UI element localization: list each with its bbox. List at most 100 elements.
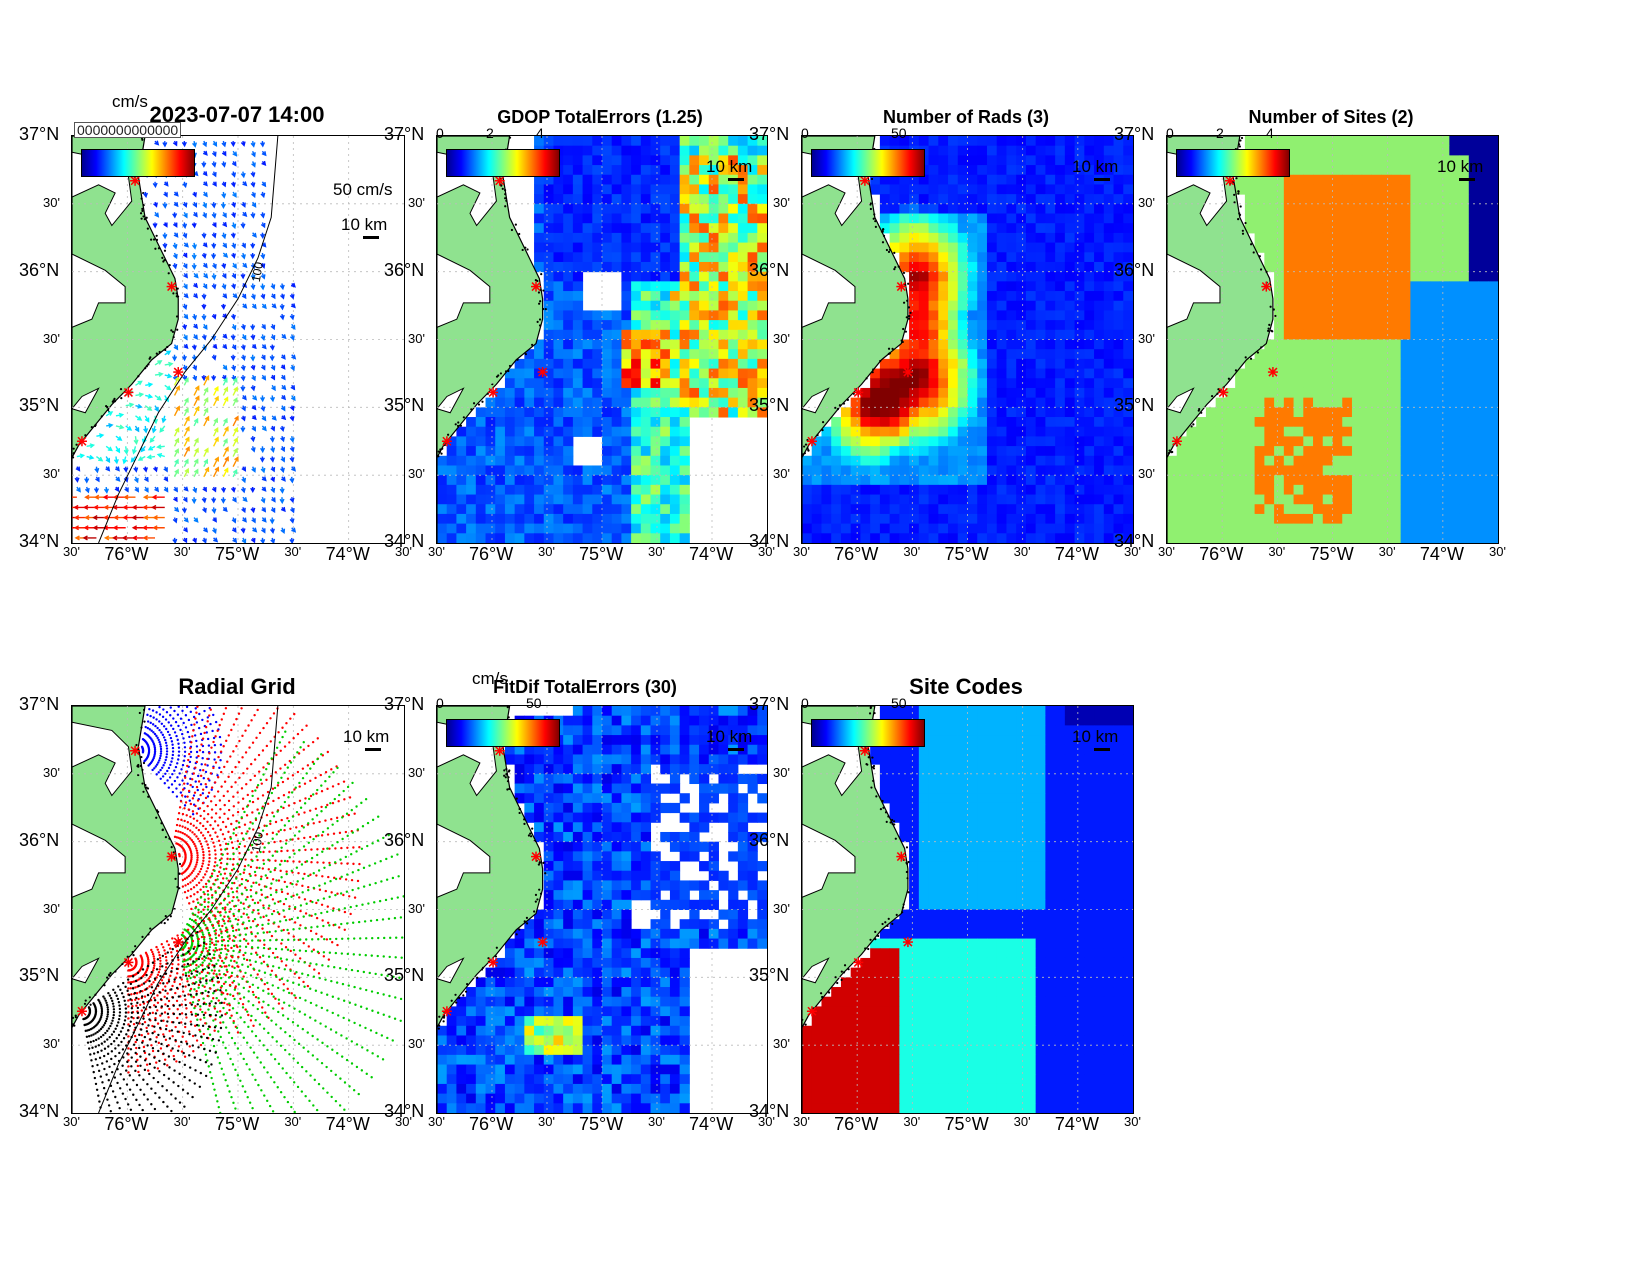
radar-site-marker bbox=[806, 1006, 817, 1017]
scale-bar bbox=[363, 236, 379, 239]
longitude-label: 75°W bbox=[215, 1114, 260, 1134]
latitude-label: 30' bbox=[773, 764, 790, 780]
latitude-label: 36°N bbox=[384, 829, 425, 850]
sound-water bbox=[802, 823, 856, 898]
scale-bar-label: 10 km bbox=[706, 727, 753, 746]
map-frame: 100 bbox=[71, 705, 405, 1114]
radar-site-marker bbox=[130, 745, 141, 756]
scale-bar-label: 10 km bbox=[341, 215, 388, 234]
longitude-label: 30' bbox=[903, 1114, 921, 1129]
map-canvas bbox=[437, 706, 767, 1113]
latitude-label: 34°N bbox=[19, 531, 60, 551]
panel-title: Number of Sites (2) bbox=[1248, 107, 1414, 127]
graticule bbox=[802, 706, 1133, 1113]
latitude-label: 30' bbox=[773, 900, 790, 916]
map-canvas bbox=[437, 136, 767, 543]
data-field bbox=[437, 706, 767, 1113]
radar-site-marker bbox=[494, 175, 505, 186]
radar-site-marker bbox=[488, 957, 499, 968]
sound-water bbox=[72, 823, 126, 898]
latitude-label: 30' bbox=[43, 764, 60, 780]
colorbar-tick-label: 0 bbox=[436, 125, 444, 141]
sound-water bbox=[72, 957, 100, 984]
radar-site-marker bbox=[76, 436, 87, 447]
latitude-label: 30' bbox=[43, 1036, 60, 1052]
colorbar-tick-label: 4 bbox=[1266, 125, 1274, 141]
latitude-label: 34°N bbox=[19, 1101, 60, 1121]
longitude-label: 76°W bbox=[104, 1114, 149, 1134]
radar-site-marker bbox=[1224, 175, 1235, 186]
data-field bbox=[1167, 136, 1498, 543]
radar-site-marker bbox=[1261, 281, 1272, 292]
panel-title: Site Codes bbox=[909, 674, 1023, 699]
radar-site-marker bbox=[1267, 367, 1278, 378]
latitude-label: 30' bbox=[773, 466, 790, 482]
longitude-label: 74°W bbox=[1054, 1114, 1100, 1134]
radar-site-marker bbox=[853, 957, 864, 968]
sound-water bbox=[802, 957, 830, 984]
colorbar-tick-label: 50 bbox=[891, 695, 907, 711]
colorbar bbox=[446, 149, 560, 177]
map-frame bbox=[801, 705, 1134, 1114]
latitude-label: 37°N bbox=[749, 124, 790, 144]
latitude-label: 34°N bbox=[384, 1101, 425, 1121]
panel-title: Number of Rads (3) bbox=[882, 107, 1050, 127]
data-field bbox=[437, 136, 767, 543]
longitude-label: 30' bbox=[758, 544, 775, 559]
radar-site-marker bbox=[488, 387, 499, 398]
longitude-label: 76°W bbox=[834, 1114, 879, 1134]
radar-site-marker bbox=[859, 175, 870, 186]
longitude-label: 30' bbox=[1489, 544, 1506, 559]
latitude-label: 30' bbox=[408, 764, 425, 780]
scale-bar-label: 10 km bbox=[1072, 727, 1119, 746]
units-label: cm/s bbox=[112, 92, 148, 111]
longitude-label: 75°W bbox=[944, 544, 989, 564]
latitude-label: 36°N bbox=[19, 829, 60, 850]
colorbar-tick-label: 50 bbox=[526, 695, 542, 711]
colorbar bbox=[446, 719, 560, 747]
longitude-label: 76°W bbox=[1199, 544, 1244, 564]
map-frame bbox=[436, 705, 768, 1114]
radar-site-marker bbox=[130, 175, 141, 186]
radar-site-marker bbox=[531, 281, 541, 292]
sound-water bbox=[72, 721, 133, 797]
isobath-label: 100 bbox=[249, 261, 266, 283]
scale-bar bbox=[1459, 178, 1475, 181]
latitude-label: 34°N bbox=[384, 531, 425, 551]
scale-bar bbox=[1094, 178, 1110, 181]
scale-bar bbox=[728, 748, 744, 751]
longitude-label: 74°W bbox=[1419, 544, 1465, 564]
scale-bar-label: 10 km bbox=[1437, 157, 1484, 176]
longitude-label: 30' bbox=[173, 1114, 191, 1129]
latitude-label: 30' bbox=[408, 330, 425, 346]
graticule bbox=[72, 136, 404, 543]
longitude-label: 76°W bbox=[469, 1114, 514, 1134]
sound-water bbox=[802, 387, 830, 414]
latitude-label: 30' bbox=[1138, 466, 1155, 482]
longitude-label: 30' bbox=[538, 1114, 555, 1129]
longitude-label: 74°W bbox=[1054, 544, 1100, 564]
radar-site-marker bbox=[853, 387, 864, 398]
latitude-label: 37°N bbox=[19, 694, 60, 714]
longitude-label: 30' bbox=[284, 1114, 302, 1129]
panel-title: FitDif TotalErrors (30) bbox=[493, 677, 677, 697]
map-frame bbox=[801, 135, 1134, 544]
latitude-label: 37°N bbox=[19, 124, 60, 144]
map-canvas bbox=[1167, 136, 1498, 543]
latitude-label: 34°N bbox=[749, 531, 790, 551]
latitude-label: 30' bbox=[773, 1036, 790, 1052]
longitude-label: 30' bbox=[428, 544, 445, 559]
graticule bbox=[1167, 136, 1498, 543]
longitude-label: 30' bbox=[1268, 544, 1286, 559]
latitude-label: 30' bbox=[408, 900, 425, 916]
radar-site-marker bbox=[173, 367, 184, 378]
sound-water bbox=[1167, 387, 1195, 414]
latitude-label: 30' bbox=[773, 194, 790, 210]
colorbar-tick-label: 2 bbox=[1216, 125, 1224, 141]
longitude-label: 30' bbox=[395, 544, 412, 559]
sound-water bbox=[72, 253, 126, 328]
longitude-label: 30' bbox=[1124, 544, 1141, 559]
current-vectors bbox=[72, 140, 297, 543]
latitude-label: 30' bbox=[1138, 194, 1155, 210]
longitude-label: 30' bbox=[648, 544, 665, 559]
